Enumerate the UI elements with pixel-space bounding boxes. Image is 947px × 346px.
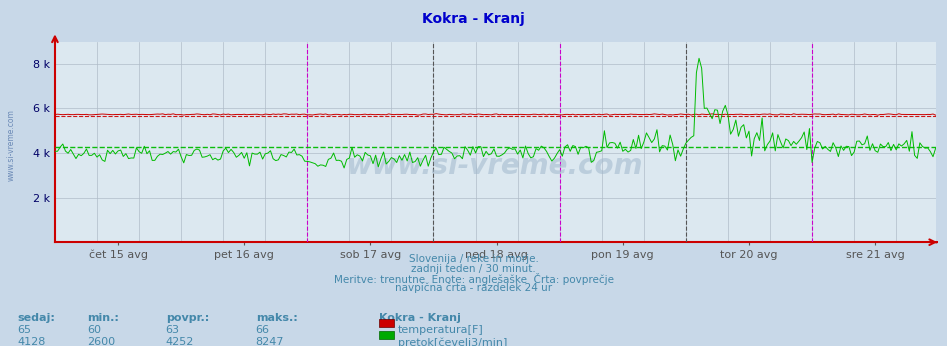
Text: 60: 60 xyxy=(87,325,101,335)
Text: maks.:: maks.: xyxy=(256,313,297,323)
Text: min.:: min.: xyxy=(87,313,119,323)
Text: sedaj:: sedaj: xyxy=(17,313,55,323)
Text: Kokra - Kranj: Kokra - Kranj xyxy=(422,12,525,26)
Text: temperatura[F]: temperatura[F] xyxy=(398,325,484,335)
Text: Slovenija / reke in morje.: Slovenija / reke in morje. xyxy=(408,254,539,264)
Text: 8247: 8247 xyxy=(256,337,284,346)
Text: 4128: 4128 xyxy=(17,337,45,346)
Text: 66: 66 xyxy=(256,325,270,335)
Text: 4252: 4252 xyxy=(166,337,194,346)
Text: 63: 63 xyxy=(166,325,180,335)
Text: zadnji teden / 30 minut.: zadnji teden / 30 minut. xyxy=(411,264,536,274)
Text: 2600: 2600 xyxy=(87,337,116,346)
Text: navpična črta - razdelek 24 ur: navpična črta - razdelek 24 ur xyxy=(395,282,552,293)
Text: pretok[čevelj3/min]: pretok[čevelj3/min] xyxy=(398,337,507,346)
Text: Meritve: trenutne  Enote: anglešaške  Črta: povprečje: Meritve: trenutne Enote: anglešaške Črta… xyxy=(333,273,614,285)
Text: 65: 65 xyxy=(17,325,31,335)
Text: www.si-vreme.com: www.si-vreme.com xyxy=(347,152,644,180)
Text: www.si-vreme.com: www.si-vreme.com xyxy=(7,109,16,181)
Text: povpr.:: povpr.: xyxy=(166,313,209,323)
Text: Kokra - Kranj: Kokra - Kranj xyxy=(379,313,460,323)
